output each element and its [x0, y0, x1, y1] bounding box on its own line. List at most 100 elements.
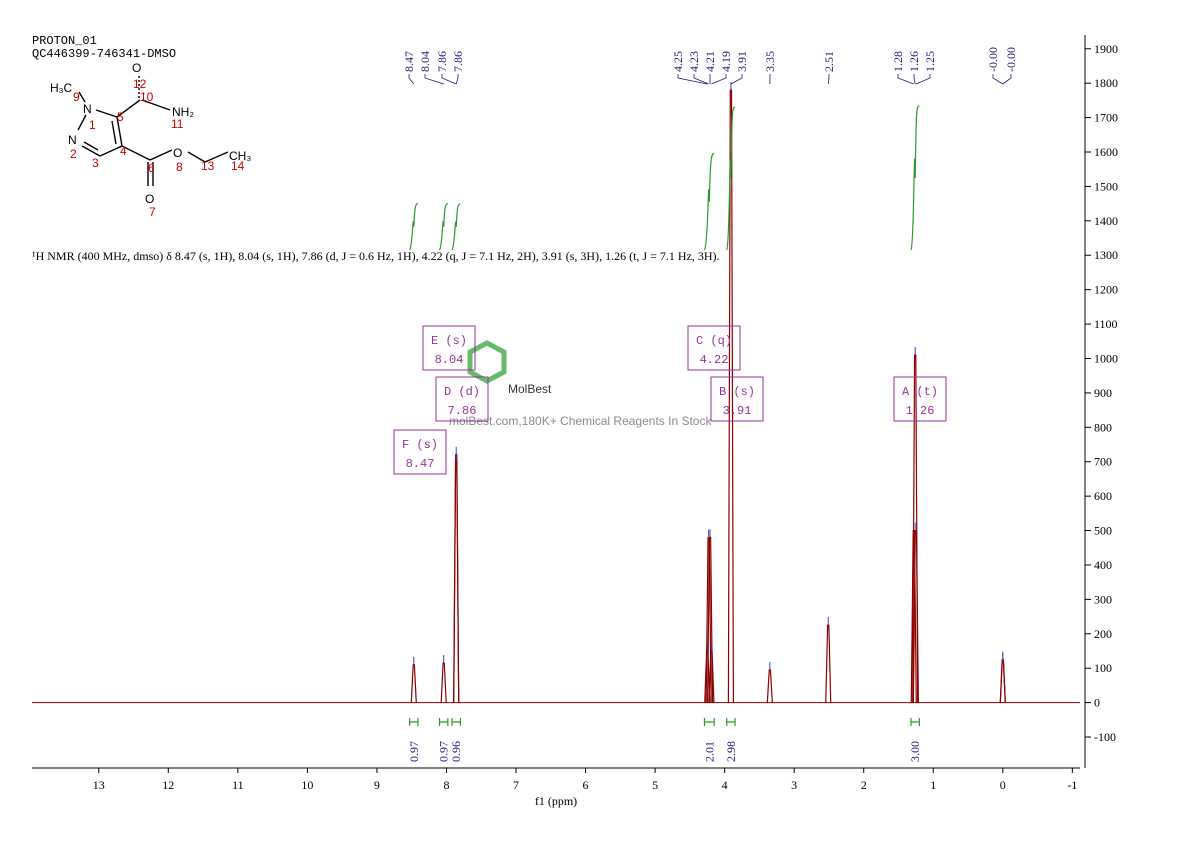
peak-label: 4.25	[671, 51, 685, 72]
peak	[410, 664, 417, 703]
peak-label: 3.91	[735, 51, 749, 72]
y-tick-label: 0	[1094, 696, 1100, 710]
bond	[99, 145, 123, 157]
integral-curve	[438, 202, 449, 251]
peak-label: 7.86	[435, 51, 449, 72]
y-tick-label: 700	[1094, 455, 1112, 469]
peak-label-connector	[897, 74, 914, 85]
integral-curve	[726, 106, 736, 251]
peak-label-connector	[827, 74, 830, 85]
integral-bracket	[703, 718, 715, 726]
multiplet-shift: 4.22	[700, 353, 729, 367]
peak-label: 4.23	[687, 51, 701, 72]
peak	[705, 536, 712, 703]
bond	[83, 141, 99, 151]
y-tick-label: 300	[1094, 592, 1112, 606]
y-tick-label: 400	[1094, 558, 1112, 572]
multiplet-label: A (t)	[902, 385, 938, 399]
integral-label: 3.00	[908, 741, 922, 762]
multiplet-label: D (d)	[444, 385, 480, 399]
bond	[116, 116, 123, 147]
peak	[440, 662, 447, 703]
bond	[121, 145, 151, 161]
x-tick-label: 5	[652, 778, 658, 792]
x-tick-label: 1	[930, 778, 936, 792]
atom-number: 8	[176, 160, 183, 174]
y-tick-label: 500	[1094, 524, 1112, 538]
integral-label: 0.97	[407, 741, 421, 762]
bond	[78, 91, 86, 103]
title: PROTON_01	[32, 34, 97, 48]
integral-curve	[409, 202, 419, 251]
x-tick-label: 12	[162, 778, 174, 792]
x-tick-label: 11	[232, 778, 244, 792]
structure	[77, 76, 229, 186]
atom-label: CH₃	[229, 149, 251, 163]
x-tick-label: -1	[1067, 778, 1077, 792]
multiplet-box	[422, 325, 476, 371]
watermark-tagline: molBest.com,180K+ Chemical Reagents In S…	[449, 414, 712, 428]
atom-number: 3	[92, 156, 99, 170]
y-tick-label: 600	[1094, 489, 1112, 503]
bond	[204, 151, 229, 163]
peak	[999, 660, 1006, 703]
peak-label: -0.00	[986, 47, 1000, 72]
multiplet-shift: 1.26	[906, 404, 935, 418]
integral-bracket	[409, 718, 419, 726]
x-tick-label: 0	[1000, 778, 1006, 792]
peak-label: -0.00	[1004, 47, 1018, 72]
y-tick-label: 1600	[1094, 145, 1118, 159]
atom-label: O	[173, 146, 182, 160]
integral-label: 0.96	[449, 741, 463, 762]
integral-curve	[451, 203, 461, 251]
peak-label-connector	[913, 74, 916, 85]
x-tick-label: 7	[513, 778, 519, 792]
bond	[81, 145, 101, 157]
y-tick-label: -100	[1094, 730, 1116, 744]
multiplet-label: B (s)	[719, 385, 755, 399]
bond	[187, 151, 206, 163]
integral-curve	[910, 105, 920, 251]
multiplet-shift: 8.04	[435, 353, 464, 367]
watermark-logo	[467, 340, 507, 384]
peak-label: 1.26	[907, 51, 921, 72]
y-tick-label: 1400	[1094, 214, 1118, 228]
atom-label: H₃C	[50, 81, 73, 95]
x-tick-label: 8	[443, 778, 449, 792]
integral-label: 2.01	[702, 741, 716, 762]
y-tick-label: 1800	[1094, 76, 1118, 90]
y-tick-label: 800	[1094, 420, 1112, 434]
peak-label: 7.86	[451, 51, 465, 72]
atom-number: 12	[133, 77, 147, 91]
x-tick-label: 4	[722, 778, 728, 792]
integral-bracket	[438, 718, 449, 726]
peak-label-connector	[408, 74, 415, 85]
peak-label-connector	[711, 74, 727, 85]
multiplet-label: F (s)	[402, 438, 438, 452]
y-tick-label: 1200	[1094, 283, 1118, 297]
y-tick-label: 1000	[1094, 351, 1118, 365]
x-tick-label: 9	[374, 778, 380, 792]
bond	[149, 149, 173, 161]
peak-label-connector	[455, 74, 459, 85]
peak-label-connector	[693, 74, 709, 85]
multiplet-box	[893, 376, 947, 422]
y-tick-label: 1100	[1094, 317, 1118, 331]
peak-label: 2.51	[822, 51, 836, 72]
atom-label: O	[145, 192, 154, 206]
x-tick-label: 10	[301, 778, 313, 792]
y-tick-label: 1900	[1094, 42, 1118, 56]
peak-label: 4.21	[703, 51, 717, 72]
subtitle: QC446399-746341-DMSO	[32, 47, 176, 61]
x-tick-label: 6	[583, 778, 589, 792]
atom-number: 5	[117, 110, 124, 124]
x-tick-label: 2	[861, 778, 867, 792]
peak-label: 4.19	[719, 51, 733, 72]
atom-label: N	[83, 102, 92, 116]
peak-label-connector	[424, 74, 444, 85]
integral-bracket	[910, 718, 920, 726]
bond	[116, 99, 141, 118]
multiplet-box	[435, 376, 489, 422]
